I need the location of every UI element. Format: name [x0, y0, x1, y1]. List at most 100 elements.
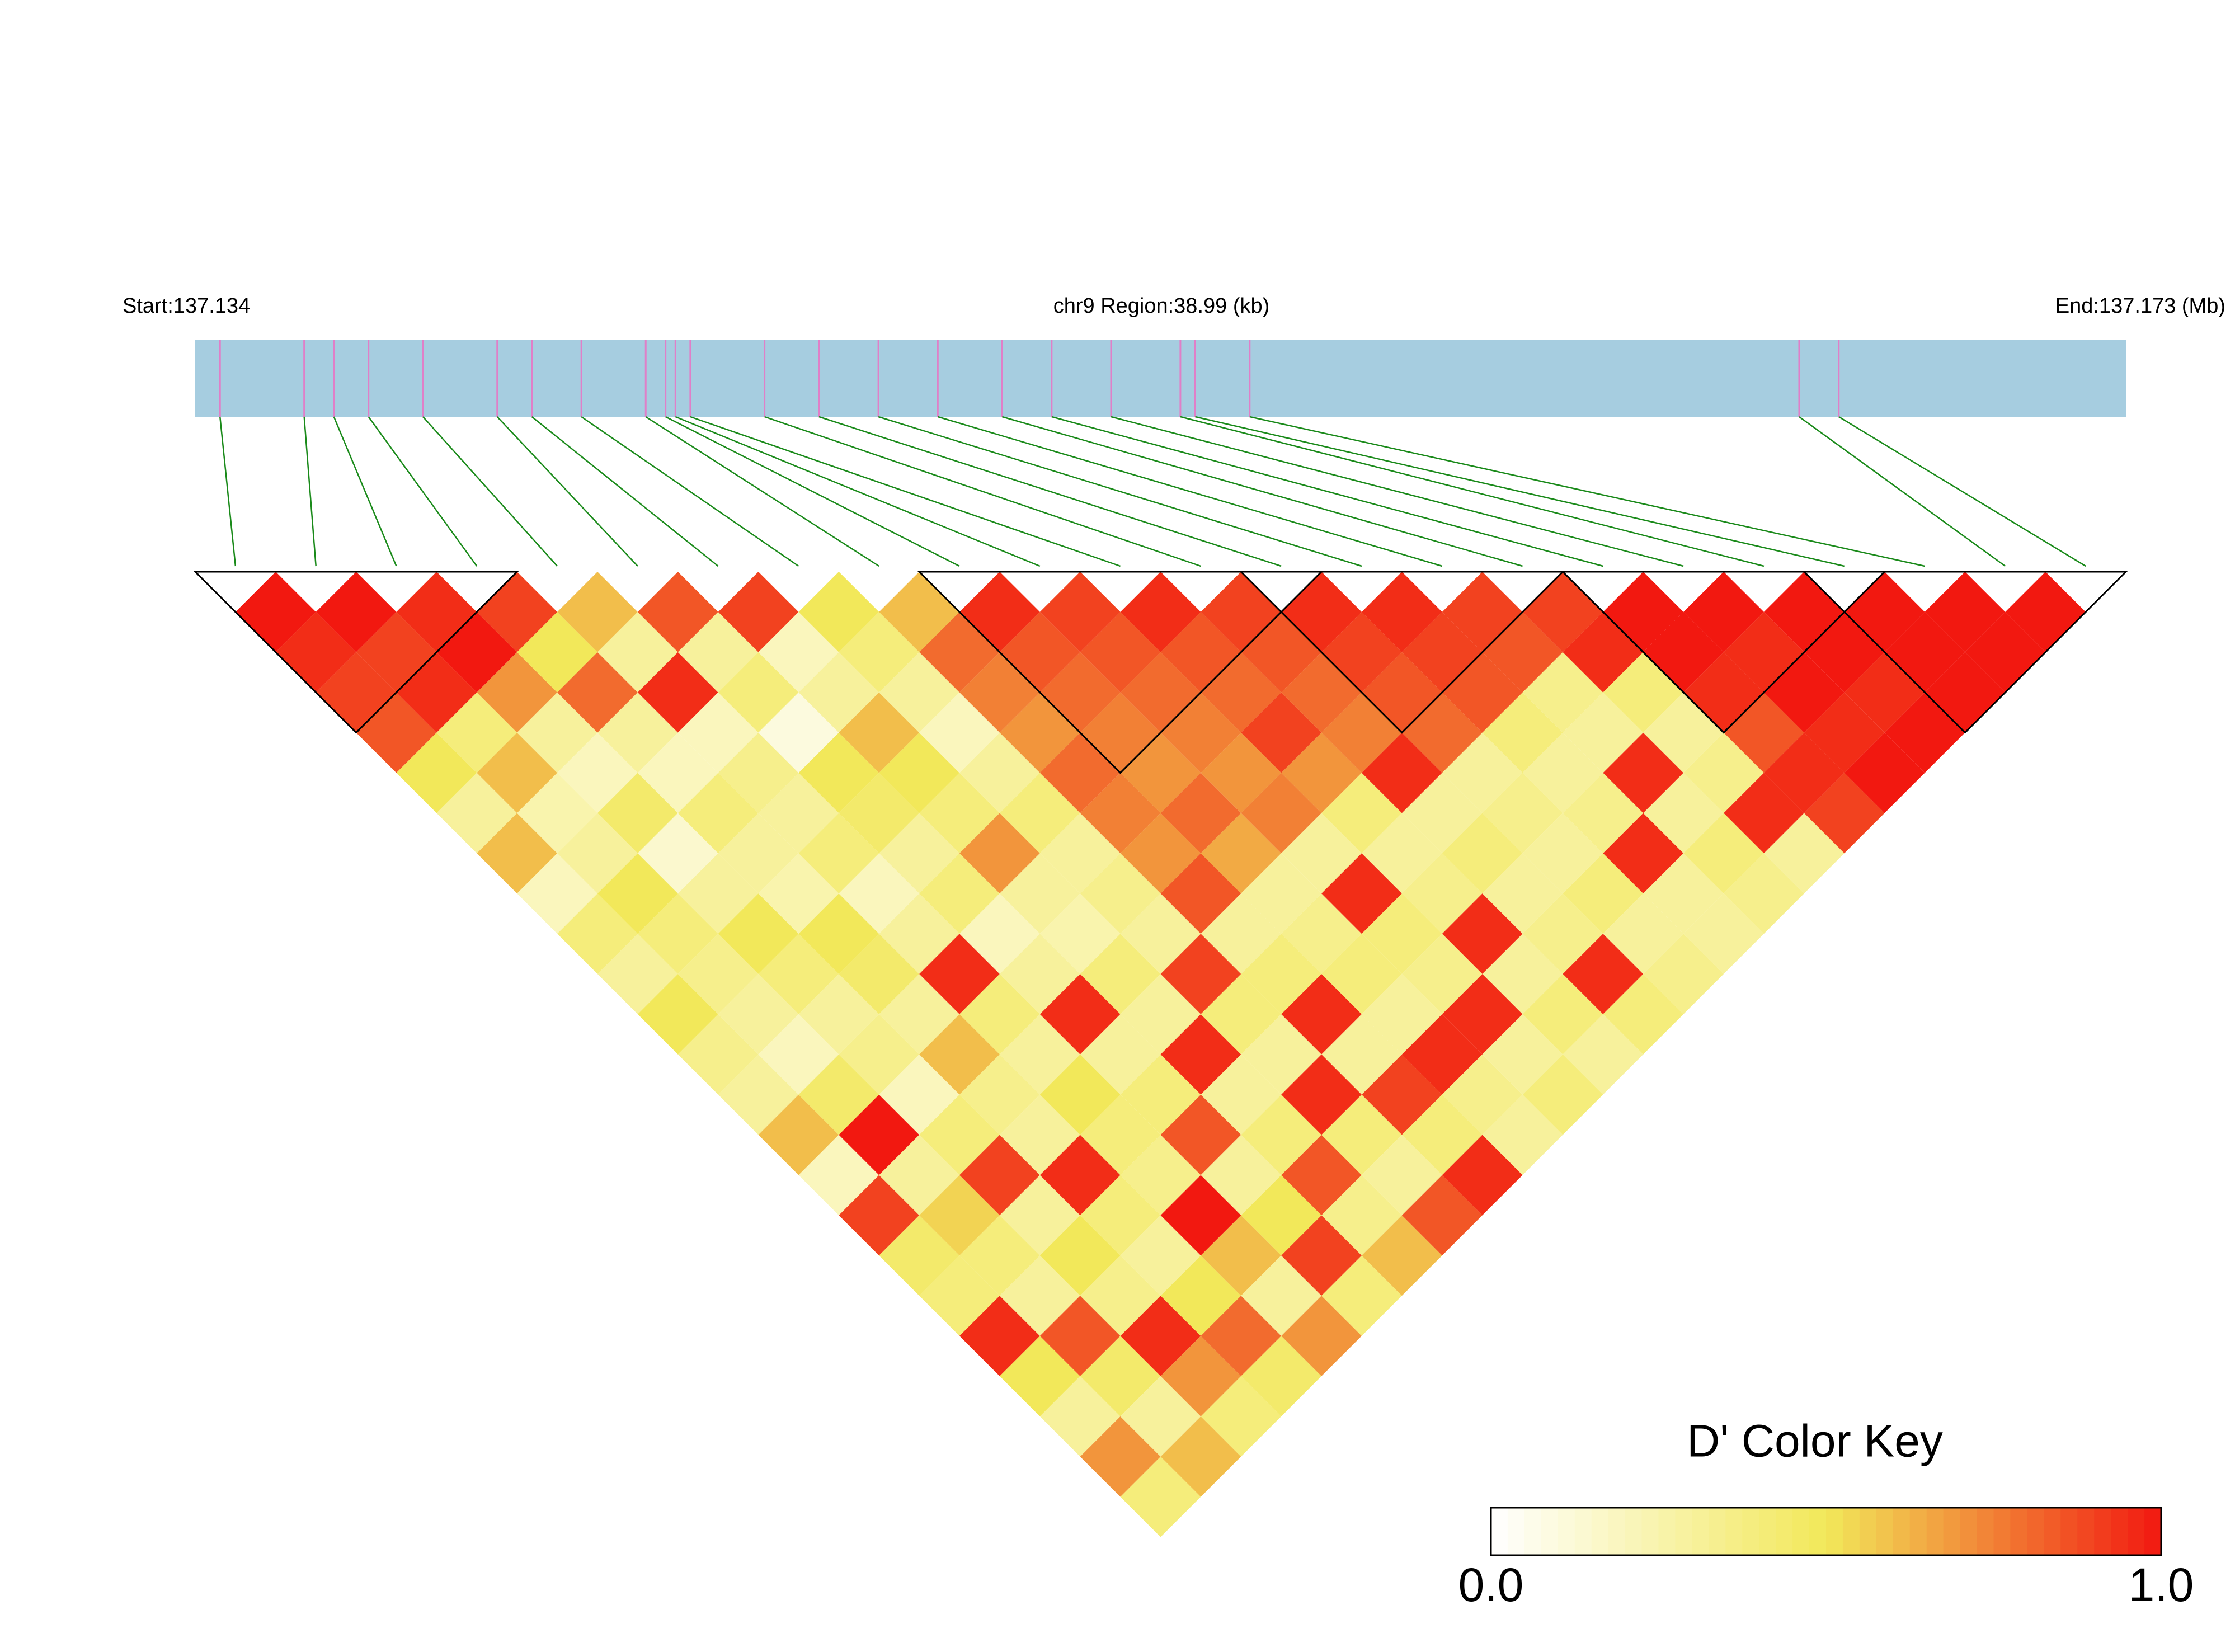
ld-cell — [597, 934, 678, 1014]
ld-cell — [718, 893, 799, 974]
ld-cell — [758, 773, 839, 854]
ld-cell — [1643, 773, 1724, 854]
ld-cell — [1039, 1135, 1121, 1216]
ld-cell — [879, 1054, 960, 1135]
ld-cell — [1804, 692, 1885, 773]
key-swatch — [1574, 1508, 1592, 1555]
ld-cell — [1361, 1135, 1442, 1216]
ld-cell — [1361, 732, 1442, 813]
ld-cell — [637, 893, 718, 974]
snp-connector — [645, 416, 879, 567]
ld-cell — [718, 1054, 799, 1135]
ld-cell — [477, 652, 558, 733]
ld-cell — [999, 1255, 1080, 1336]
key-title: D' Color Key — [1687, 1416, 1943, 1467]
key-swatch — [1776, 1508, 1793, 1555]
snp-connector — [675, 416, 1041, 567]
ld-cell — [1763, 813, 1845, 894]
ld-cell — [718, 732, 799, 813]
ld-cell — [1683, 572, 1764, 652]
ld-cell — [879, 973, 960, 1055]
ld-cell — [597, 773, 678, 854]
ld-cell — [758, 692, 839, 773]
ld-cell — [919, 773, 1000, 854]
ld-cell — [597, 692, 678, 773]
ld-cell — [1201, 1135, 1282, 1216]
ld-cell — [677, 773, 759, 854]
ld-cell — [959, 893, 1040, 974]
ld-cell — [1120, 572, 1201, 652]
ld-cell — [959, 1054, 1040, 1135]
snp-connector — [878, 416, 1362, 567]
key-swatch — [2027, 1508, 2044, 1555]
ld-cell — [1080, 1255, 1161, 1336]
ld-cell — [316, 652, 397, 733]
snp-connector — [1001, 416, 1523, 567]
key-swatch — [1977, 1508, 1994, 1555]
ld-cell — [1522, 1054, 1603, 1135]
key-frame — [1490, 1507, 2162, 1556]
key-swatch — [1692, 1508, 1709, 1555]
snp-connector — [333, 416, 397, 567]
snp-connector — [1249, 416, 1925, 567]
ld-cell — [1160, 1255, 1241, 1336]
ld-cell — [1201, 1054, 1282, 1135]
ld-cell — [1080, 1175, 1161, 1256]
ld-cell — [758, 611, 839, 693]
key-swatch — [1641, 1508, 1659, 1555]
key-swatch — [2010, 1508, 2027, 1555]
ld-cell — [1603, 732, 1684, 813]
ld-block — [1560, 571, 1887, 734]
ld-cell — [1080, 1416, 1161, 1497]
ld-cell — [879, 572, 960, 652]
ld-cell — [798, 652, 879, 733]
snp-connector — [219, 416, 237, 567]
ld-cell — [1482, 773, 1563, 854]
ld-cell — [999, 692, 1080, 773]
snp-connector — [665, 416, 960, 567]
ld-cell — [1241, 1175, 1322, 1256]
ld-cell — [1401, 773, 1483, 854]
key-swatch — [2094, 1508, 2111, 1555]
key-swatch — [1792, 1508, 1810, 1555]
ld-block — [917, 571, 1324, 774]
key-swatch — [1859, 1508, 1877, 1555]
ld-cell — [758, 853, 839, 934]
ld-cell — [477, 572, 558, 652]
ld-cell — [879, 1135, 960, 1216]
ld-cell — [718, 973, 799, 1055]
ld-cell — [839, 1014, 920, 1095]
ld-cell — [1201, 1215, 1282, 1296]
ld-cell — [1241, 934, 1322, 1014]
ld-cell — [1120, 893, 1201, 974]
key-swatch — [1591, 1508, 1609, 1555]
ld-cell — [879, 652, 960, 733]
ld-cell — [959, 652, 1040, 733]
ld-cell — [1361, 893, 1442, 974]
ld-cell — [1442, 973, 1523, 1055]
ld-cell — [1321, 1255, 1402, 1336]
ld-cell — [1442, 652, 1523, 733]
ld-cell — [1039, 893, 1121, 974]
key-swatch — [1909, 1508, 1927, 1555]
ld-cell — [718, 572, 799, 652]
key-tick-label: 1.0 — [2129, 1559, 2194, 1611]
ld-cell — [477, 813, 558, 894]
key-swatch — [2144, 1508, 2162, 1555]
ld-cell — [919, 1255, 1000, 1336]
ld-cell — [1120, 973, 1201, 1055]
ld-cell — [1201, 732, 1282, 813]
key-swatch — [1491, 1508, 1508, 1555]
key-tick-label: 0.0 — [1458, 1559, 1524, 1611]
ld-cell — [839, 773, 920, 854]
ld-cell — [637, 973, 718, 1055]
ld-cell — [275, 611, 356, 693]
ld-cell — [1442, 1135, 1523, 1216]
ld-cell — [1201, 813, 1282, 894]
ld-cell — [1482, 1014, 1563, 1095]
ld-cell — [1563, 853, 1644, 934]
key-swatch — [1725, 1508, 1743, 1555]
snp-connector — [581, 416, 799, 567]
ld-cell — [919, 1014, 1000, 1095]
key-swatch — [1893, 1508, 1911, 1555]
